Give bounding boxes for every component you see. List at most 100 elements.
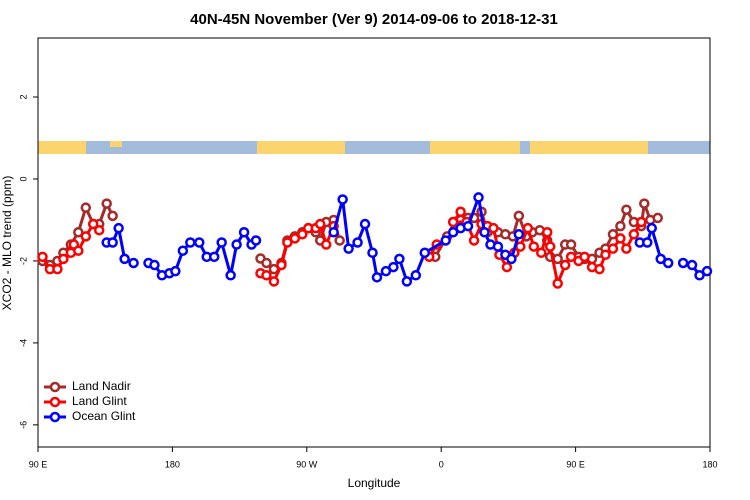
point	[615, 220, 626, 232]
point	[701, 265, 713, 277]
point	[636, 216, 647, 228]
point	[488, 222, 499, 234]
x-tick-label: 180	[165, 459, 180, 469]
point	[473, 192, 484, 203]
x-tick-label: 180	[702, 459, 717, 469]
x-tick-label: 0	[439, 459, 444, 469]
point	[80, 231, 92, 242]
point	[177, 245, 189, 256]
point	[652, 212, 663, 224]
point	[238, 227, 250, 238]
y-tick-label: -6	[18, 421, 28, 429]
point	[579, 251, 590, 263]
point	[528, 241, 540, 252]
point	[462, 220, 474, 232]
point	[559, 259, 571, 271]
point	[37, 251, 48, 263]
point	[367, 247, 378, 258]
y-tick-label: -4	[18, 339, 28, 347]
point	[694, 270, 705, 281]
point	[662, 257, 674, 269]
point	[314, 218, 326, 230]
point	[250, 235, 262, 246]
point	[646, 222, 658, 234]
point	[621, 243, 632, 254]
legend-marker	[49, 381, 61, 393]
legend-marker	[49, 396, 61, 408]
x-axis-label: Longitude	[348, 476, 401, 490]
point	[541, 227, 553, 238]
point	[536, 247, 547, 258]
point	[607, 243, 619, 254]
surface-band	[38, 141, 710, 154]
point	[149, 259, 160, 271]
point	[352, 237, 363, 248]
point	[513, 229, 525, 240]
point	[410, 270, 422, 281]
point	[479, 227, 490, 238]
point	[492, 241, 504, 252]
y-tick-label: 0	[18, 176, 28, 181]
point	[615, 233, 626, 244]
point	[501, 261, 513, 273]
point	[334, 235, 345, 246]
point	[565, 239, 577, 250]
point	[231, 239, 242, 250]
x-tick-label: 90 E	[566, 459, 585, 469]
point	[522, 222, 534, 234]
point	[677, 257, 689, 269]
legend-label: Ocean Glint	[72, 409, 136, 423]
point	[655, 253, 666, 265]
point	[607, 229, 619, 240]
point	[170, 265, 181, 277]
point	[73, 245, 84, 256]
point	[447, 216, 459, 228]
point	[440, 235, 451, 246]
point	[600, 249, 611, 261]
point	[58, 253, 69, 265]
point	[208, 251, 220, 263]
point	[468, 235, 480, 246]
point	[289, 233, 301, 244]
point	[261, 270, 272, 281]
point	[107, 210, 118, 222]
point	[394, 253, 405, 265]
point	[343, 243, 354, 254]
point	[52, 263, 63, 275]
point	[113, 222, 124, 234]
point	[419, 247, 431, 258]
chart-title: 40N-45N November (Ver 9) 2014-09-06 to 2…	[190, 11, 558, 28]
point	[513, 210, 525, 222]
legend-label: Land Glint	[72, 394, 127, 408]
point	[642, 237, 653, 248]
point	[320, 239, 332, 250]
point	[194, 237, 205, 248]
point	[337, 194, 348, 205]
point	[80, 202, 92, 213]
point	[216, 237, 227, 248]
point	[73, 227, 84, 238]
x-tick-label: 90 E	[29, 459, 48, 469]
point	[544, 241, 556, 252]
point	[261, 257, 272, 269]
plot-frame	[37, 37, 711, 448]
legend-label: Land Nadir	[72, 379, 131, 393]
point	[552, 253, 563, 265]
point	[401, 276, 413, 287]
y-tick-label: 2	[18, 95, 28, 100]
point	[552, 278, 563, 289]
x-tick-label: 90 W	[296, 459, 318, 469]
point	[359, 218, 371, 230]
point	[268, 276, 280, 287]
point	[328, 227, 339, 238]
point	[639, 198, 650, 209]
point	[107, 237, 118, 248]
point	[93, 224, 105, 236]
point	[447, 227, 459, 238]
point	[686, 259, 698, 271]
point	[628, 229, 640, 240]
point	[565, 251, 577, 263]
point	[185, 237, 196, 248]
point	[128, 257, 139, 269]
